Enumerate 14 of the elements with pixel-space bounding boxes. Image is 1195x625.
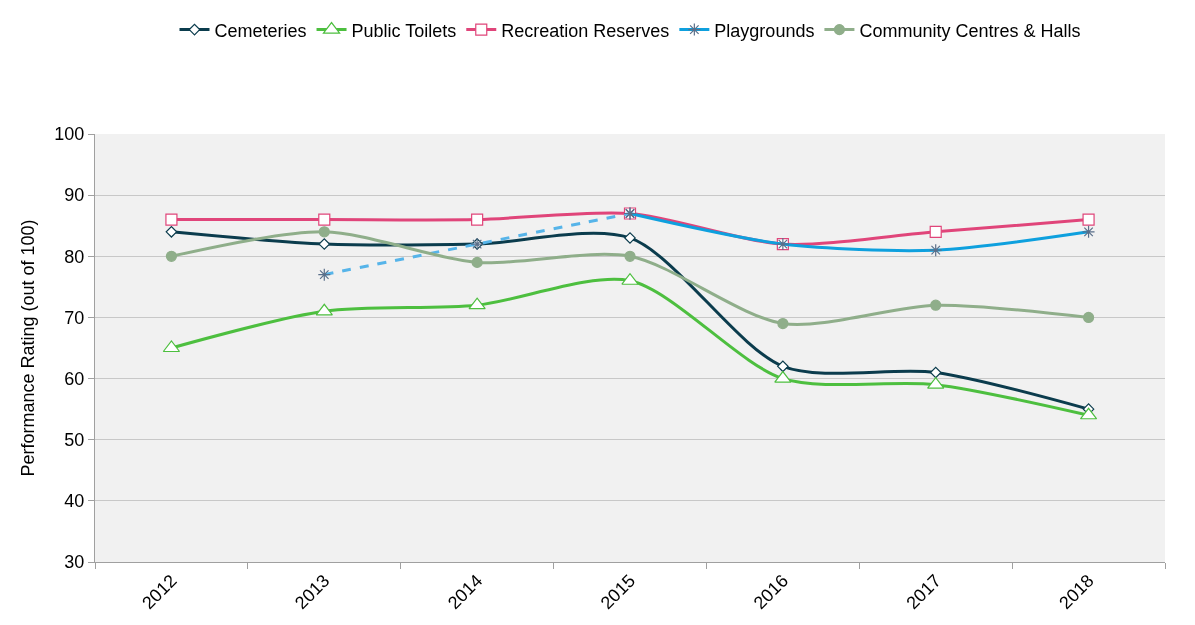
y-tick-label: 50 (64, 430, 85, 451)
y-tick-label: 30 (64, 552, 85, 573)
legend-label: Recreation Reserves (501, 20, 670, 41)
y-tick-label: 90 (64, 185, 85, 206)
y-tick-label: 60 (64, 368, 85, 389)
y-tick-label: 70 (64, 307, 85, 328)
y-tick-label: 80 (64, 246, 85, 267)
legend-label: Public Toilets (351, 20, 457, 41)
legend-label: Playgrounds (714, 20, 815, 41)
y-axis-title: Performance Rating (out of 100) (17, 219, 38, 477)
legend-label: Cemeteries (214, 20, 307, 41)
y-tick-label: 100 (54, 124, 85, 145)
legend-label: Community Centres & Halls (859, 20, 1081, 41)
y-tick-label: 40 (64, 491, 85, 512)
